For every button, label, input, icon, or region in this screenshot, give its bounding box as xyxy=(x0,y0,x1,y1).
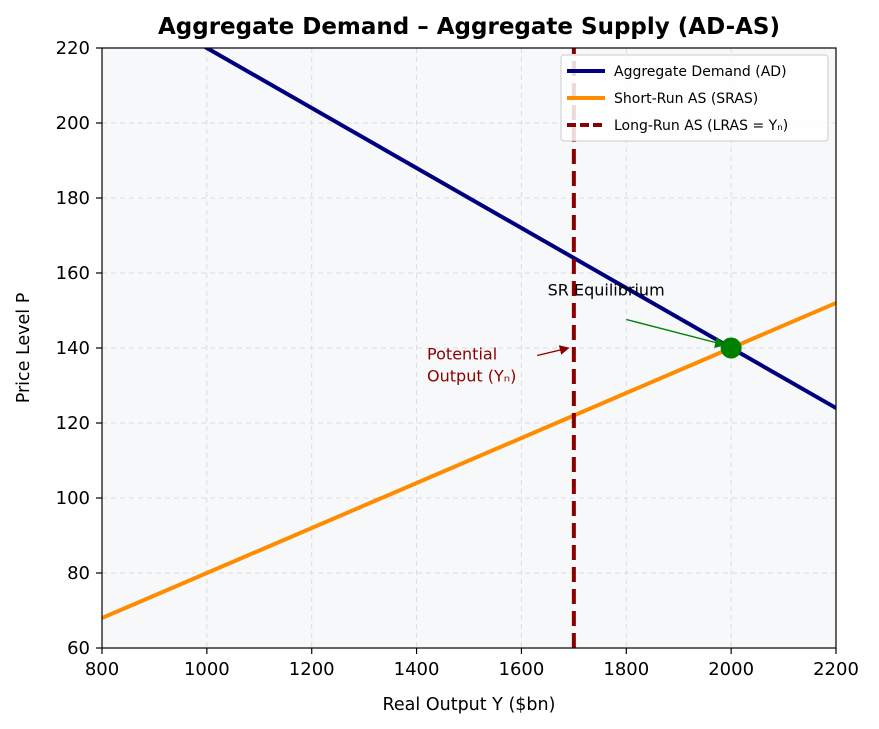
y-tick-label: 200 xyxy=(56,113,90,134)
legend-box xyxy=(560,54,829,142)
y-tick-label: 100 xyxy=(56,488,90,509)
sr-equilibrium-arrow xyxy=(626,318,727,348)
y-tick-label: 120 xyxy=(56,413,90,434)
x-tick-label: 2000 xyxy=(708,659,754,680)
plot-background xyxy=(102,48,836,648)
x-tick-label: 800 xyxy=(85,659,119,680)
x-tick-label: 2200 xyxy=(813,659,859,680)
y-tick-label: 220 xyxy=(56,38,90,59)
potential-output-label: Output (Yₙ) xyxy=(427,366,516,385)
legend-entry: Long-Run AS (LRAS = Yₙ) xyxy=(614,118,788,134)
legend: Aggregate Demand (AD) Short-Run AS (SRAS)… xyxy=(560,54,829,142)
annotation-layer: SR Equilibrium Potential Output (Yₙ) xyxy=(427,281,742,385)
sras-curve xyxy=(102,300,836,621)
legend-entry: Short-Run AS (SRAS) xyxy=(614,91,758,107)
y-tick-label: 160 xyxy=(56,263,90,284)
potential-output-arrow xyxy=(536,345,570,357)
y-tick-label: 180 xyxy=(56,188,90,209)
chart-title: Aggregate Demand – Aggregate Supply (AD-… xyxy=(158,14,780,40)
y-tick-label: 80 xyxy=(67,563,90,584)
equilibrium-point xyxy=(720,337,742,359)
y-tick-label: 140 xyxy=(56,338,90,359)
legend-entry: Aggregate Demand (AD) xyxy=(614,64,787,80)
axis-ticks: 800 1000 1200 1400 1600 1800 2000 2200 60 80 100 12… xyxy=(56,38,859,680)
x-tick-label: 1600 xyxy=(499,659,545,680)
x-tick-label: 1400 xyxy=(394,659,440,680)
x-tick-label: 1800 xyxy=(603,659,649,680)
y-tick-label: 60 xyxy=(67,638,90,659)
y-axis-label: Price Level P xyxy=(14,293,34,404)
sr-equilibrium-label: SR Equilibrium xyxy=(548,281,665,300)
x-tick-label: 1200 xyxy=(289,659,335,680)
potential-output-label: Potential xyxy=(427,344,497,363)
x-tick-label: 1000 xyxy=(184,659,230,680)
x-axis-label: Real Output Y ($bn) xyxy=(383,695,556,715)
